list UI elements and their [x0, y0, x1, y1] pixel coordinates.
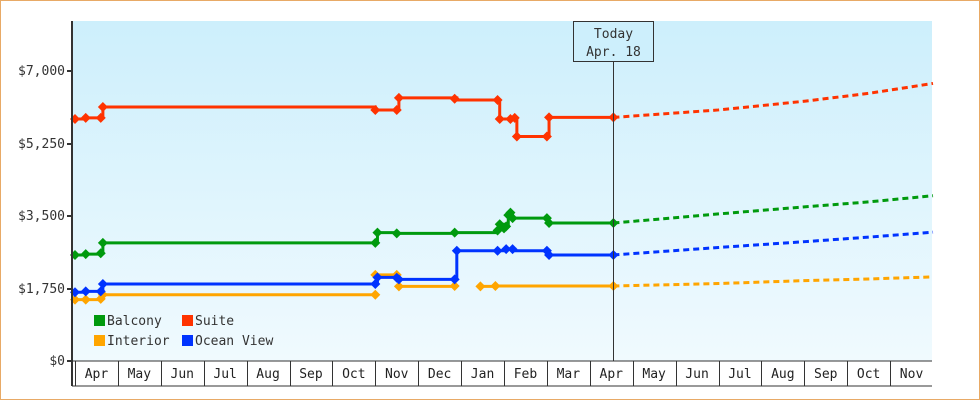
- month-label: Jul: [213, 367, 236, 382]
- data-point-marker[interactable]: [494, 114, 505, 125]
- data-point-marker[interactable]: [80, 249, 91, 260]
- data-point-marker[interactable]: [372, 272, 383, 283]
- legend-swatch: [94, 315, 105, 326]
- month-label: Jan: [471, 367, 494, 382]
- data-point-marker[interactable]: [492, 95, 503, 105]
- data-point-marker[interactable]: [391, 104, 402, 115]
- month-label: Apr: [85, 367, 109, 382]
- month-label: Dec: [428, 367, 451, 382]
- data-point-marker[interactable]: [475, 281, 486, 292]
- data-point-marker[interactable]: [544, 249, 555, 260]
- legend-swatch: [182, 315, 193, 326]
- data-point-marker[interactable]: [391, 228, 402, 239]
- data-point-marker[interactable]: [95, 112, 106, 123]
- data-point-marker[interactable]: [490, 281, 501, 292]
- month-label: May: [642, 367, 666, 382]
- data-point-marker[interactable]: [370, 289, 381, 300]
- today-date: Apr. 18: [586, 45, 641, 60]
- month-label: Oct: [857, 367, 880, 382]
- month-label: Mar: [557, 367, 581, 382]
- month-label: Sep: [814, 367, 838, 382]
- data-point-marker[interactable]: [372, 227, 383, 238]
- data-point-marker[interactable]: [507, 244, 518, 255]
- data-point-marker[interactable]: [80, 286, 91, 297]
- month-label: Nov: [900, 367, 924, 382]
- data-point-marker[interactable]: [370, 104, 381, 115]
- y-tick-label: $0: [49, 354, 65, 369]
- month-label: Apr: [600, 367, 624, 382]
- y-tick-label: $3,500: [18, 209, 65, 224]
- data-point-marker[interactable]: [449, 274, 460, 285]
- x-axis: Apr May Jun Jul Aug Sep Oct Nov Dec Jan Feb Mar Apr M…: [72, 360, 932, 387]
- month-label: Jun: [685, 367, 708, 382]
- month-label: Oct: [342, 367, 365, 382]
- data-point-marker[interactable]: [507, 213, 518, 224]
- y-tick-label: $7,000: [18, 64, 65, 79]
- data-point-marker[interactable]: [80, 112, 91, 123]
- today-title: Today: [594, 27, 633, 42]
- legend-label: Suite: [195, 314, 234, 329]
- legend-label: Ocean View: [195, 334, 273, 349]
- forecast-line: [613, 194, 934, 225]
- data-point-marker[interactable]: [492, 245, 503, 256]
- forecast-line: [613, 230, 934, 257]
- data-point-marker[interactable]: [511, 131, 522, 142]
- y-axis: $0 $1,750 $3,500 $5,250 $7,000: [18, 21, 73, 386]
- series-layer: [70, 81, 934, 305]
- legend-item-ocean-view[interactable]: Ocean View: [182, 334, 273, 349]
- legend-swatch: [182, 335, 193, 346]
- legend-item-interior[interactable]: Interior: [94, 334, 170, 349]
- data-point-marker[interactable]: [544, 112, 555, 123]
- series-balcony: [70, 194, 934, 260]
- data-point-marker[interactable]: [393, 281, 404, 292]
- month-label: Feb: [514, 367, 538, 382]
- month-label: Aug: [256, 367, 279, 382]
- data-point-marker[interactable]: [393, 92, 404, 103]
- data-point-marker[interactable]: [449, 227, 460, 238]
- series-ocean-view: [70, 230, 934, 298]
- data-point-marker[interactable]: [449, 93, 460, 104]
- y-tick-label: $1,750: [18, 282, 65, 297]
- data-point-marker[interactable]: [501, 221, 512, 232]
- month-label: Aug: [771, 367, 794, 382]
- data-point-marker[interactable]: [97, 102, 108, 113]
- month-label: Nov: [385, 367, 409, 382]
- data-point-marker[interactable]: [97, 278, 108, 289]
- legend-item-suite[interactable]: Suite: [182, 314, 234, 329]
- data-point-marker[interactable]: [393, 274, 404, 285]
- data-point-marker[interactable]: [449, 281, 460, 292]
- today-box: [573, 21, 654, 62]
- month-label: Jul: [728, 367, 751, 382]
- legend-item-balcony[interactable]: Balcony: [94, 314, 162, 329]
- month-label: Sep: [299, 367, 323, 382]
- data-point-marker[interactable]: [95, 286, 106, 297]
- data-point-marker[interactable]: [370, 237, 381, 248]
- data-point-marker[interactable]: [544, 218, 555, 229]
- plot-area: [72, 21, 932, 361]
- data-point-marker[interactable]: [80, 294, 91, 305]
- legend-label: Balcony: [107, 314, 162, 329]
- data-point-marker[interactable]: [541, 131, 552, 142]
- data-point-marker[interactable]: [451, 245, 462, 256]
- legend-swatch: [94, 335, 105, 346]
- today-marker: Today Apr. 18: [573, 21, 654, 361]
- legend-label: Interior: [107, 334, 170, 349]
- month-label: May: [128, 367, 152, 382]
- data-point-marker[interactable]: [95, 248, 106, 259]
- month-label: Jun: [171, 367, 194, 382]
- data-point-marker[interactable]: [501, 244, 512, 255]
- forecast-line: [613, 81, 934, 119]
- y-tick-label: $5,250: [18, 137, 65, 152]
- legend: Balcony Suite Interior Ocean View: [94, 314, 273, 349]
- forecast-line: [613, 275, 934, 288]
- data-point-marker[interactable]: [97, 237, 108, 248]
